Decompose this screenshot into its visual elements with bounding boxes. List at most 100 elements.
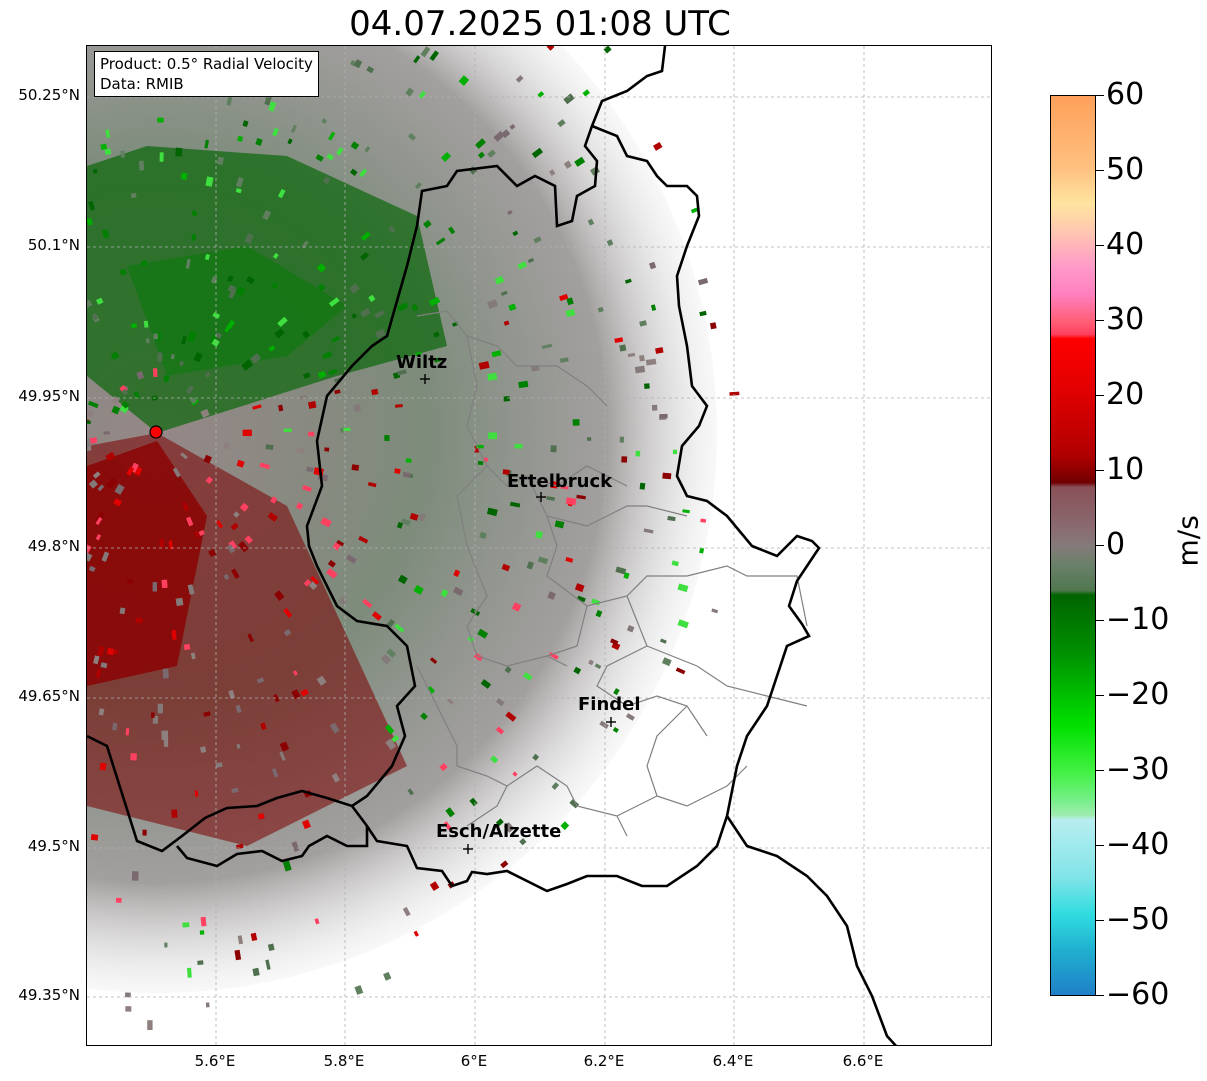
velocity-pixel — [198, 529, 205, 536]
velocity-pixel — [383, 971, 392, 981]
velocity-pixel — [380, 654, 392, 665]
velocity-pixel — [310, 575, 320, 585]
velocity-pixel — [95, 511, 105, 523]
velocity-pixel — [360, 231, 371, 242]
velocity-pixel — [547, 591, 556, 600]
colorbar-tick-label: 0 — [1106, 527, 1126, 562]
lat-tick-label: 50.1°N — [27, 236, 80, 254]
velocity-pixel — [639, 482, 646, 490]
velocity-pixel — [273, 590, 285, 601]
velocity-pixel — [364, 146, 371, 153]
velocity-pixel — [396, 369, 407, 376]
lon-tick-label: 6.4°E — [712, 1052, 754, 1070]
velocity-pixel — [407, 788, 414, 796]
velocity-pixel — [367, 482, 377, 488]
colorbar-tick-label: −50 — [1106, 902, 1170, 937]
velocity-pixel — [93, 655, 100, 665]
velocity-pixel — [120, 150, 126, 158]
velocity-pixel — [413, 930, 419, 937]
velocity-pixel — [292, 670, 298, 676]
velocity-pixel — [709, 322, 717, 330]
velocity-pixel — [112, 722, 118, 731]
velocity-pixel — [402, 471, 411, 478]
velocity-pixel — [682, 509, 690, 514]
velocity-pixel — [527, 257, 535, 264]
velocity-pixel — [171, 629, 177, 640]
velocity-pixel — [384, 435, 390, 441]
colorbar-tick-label: −30 — [1106, 752, 1170, 787]
velocity-pixel — [242, 429, 252, 436]
velocity-pixel — [88, 479, 99, 489]
velocity-pixel — [672, 449, 678, 455]
velocity-pixel — [700, 518, 707, 523]
velocity-pixel — [291, 689, 301, 700]
velocity-pixel — [677, 619, 689, 629]
velocity-pixel — [290, 124, 297, 133]
velocity-pixel — [554, 520, 565, 529]
velocity-pixel — [88, 200, 95, 211]
velocity-pixel — [623, 572, 630, 580]
velocity-pixel — [490, 755, 499, 764]
velocity-pixel — [193, 352, 203, 363]
velocity-pixel — [565, 308, 576, 318]
velocity-pixel — [239, 502, 249, 512]
velocity-pixel — [441, 151, 452, 162]
velocity-pixel — [97, 645, 105, 656]
velocity-pixel — [191, 398, 199, 406]
velocity-pixel — [187, 331, 197, 343]
velocity-pixel — [215, 519, 224, 529]
velocity-pixel — [268, 101, 277, 112]
velocity-pixel — [215, 762, 223, 768]
velocity-pixel — [486, 299, 499, 309]
velocity-pixel — [402, 906, 411, 917]
velocity-pixel — [277, 404, 284, 412]
velocity-pixel — [446, 698, 454, 705]
velocity-pixel — [566, 297, 574, 306]
velocity-pixel — [321, 118, 328, 124]
velocity-pixel — [397, 302, 409, 312]
velocity-pixel — [88, 400, 99, 409]
velocity-pixel — [353, 403, 361, 412]
velocity-pixel — [277, 316, 288, 327]
velocity-pixel — [200, 916, 207, 927]
velocity-pixel — [153, 333, 159, 340]
velocity-pixel — [522, 672, 533, 681]
velocity-pixel — [205, 476, 214, 484]
velocity-pixel — [453, 569, 461, 577]
velocity-pixel — [661, 657, 672, 667]
velocity-pixel — [397, 574, 408, 585]
velocity-pixel — [650, 304, 657, 311]
velocity-pixel — [509, 501, 521, 508]
colorbar-tick-label: 30 — [1106, 302, 1145, 337]
map-svg — [87, 46, 991, 1045]
velocity-pixel — [91, 312, 99, 320]
velocity-pixel — [147, 1020, 153, 1031]
velocity-pixel — [606, 239, 614, 247]
velocity-pixel — [327, 559, 336, 568]
velocity-pixel — [469, 797, 478, 807]
velocity-pixel — [502, 469, 510, 475]
velocity-pixel — [405, 87, 414, 97]
velocity-pixel — [408, 133, 417, 141]
velocity-pixel — [634, 365, 646, 374]
velocity-pixel — [610, 638, 619, 646]
velocity-pixel — [549, 169, 556, 176]
velocity-pixel — [131, 871, 139, 881]
radar-map — [86, 45, 992, 1046]
velocity-pixel — [559, 293, 569, 302]
velocity-pixel — [559, 357, 569, 363]
velocity-pixel — [645, 358, 657, 366]
velocity-pixel — [328, 368, 338, 376]
velocity-pixel — [277, 188, 286, 199]
velocity-pixel — [130, 753, 137, 761]
velocity-pixel — [214, 331, 223, 339]
velocity-pixel — [429, 657, 438, 665]
velocity-pixel — [273, 694, 280, 703]
velocity-pixel — [495, 698, 505, 707]
velocity-pixel — [655, 347, 664, 354]
velocity-pixel — [358, 535, 369, 544]
velocity-pixel — [537, 91, 545, 98]
velocity-pixel — [237, 935, 244, 945]
velocity-pixel — [591, 598, 601, 606]
velocity-pixel — [302, 819, 311, 830]
